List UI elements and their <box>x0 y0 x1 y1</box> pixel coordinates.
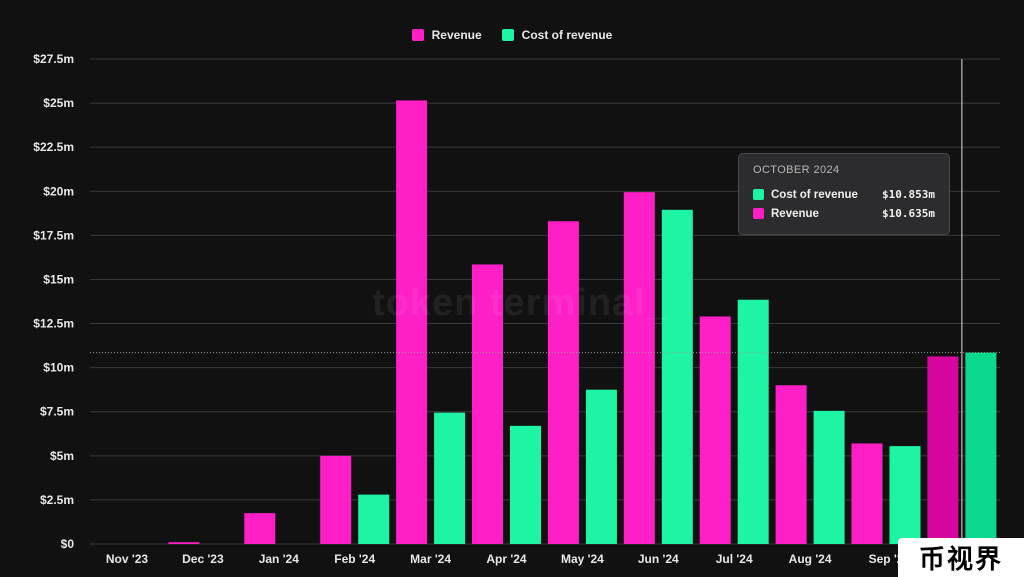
bars <box>168 100 997 545</box>
bar-cost-of-revenue[interactable] <box>358 494 390 544</box>
y-tick-label: $15m <box>43 272 74 286</box>
x-tick-label: Nov '23 <box>106 552 149 566</box>
cost-swatch-icon <box>501 29 514 41</box>
x-tick-label: Jul '24 <box>716 552 753 566</box>
bar-revenue[interactable] <box>851 443 883 544</box>
bar-cost-of-revenue[interactable] <box>585 389 617 544</box>
bar-revenue[interactable] <box>396 100 428 544</box>
tooltip-cost-label: Cost of revenue <box>771 188 858 201</box>
y-tick-label: $7.5m <box>40 405 74 419</box>
chart-tooltip: OCTOBER 2024 Cost of revenue $10.853m Re… <box>738 153 950 235</box>
bar-revenue[interactable] <box>927 356 959 544</box>
bar-cost-of-revenue[interactable] <box>434 412 466 544</box>
cost-swatch-icon <box>753 189 764 200</box>
y-tick-label: $10m <box>43 361 74 375</box>
bar-revenue[interactable] <box>168 542 200 544</box>
x-tick-label: Jan '24 <box>259 552 300 566</box>
tooltip-title: OCTOBER 2024 <box>753 164 840 176</box>
bar-revenue[interactable] <box>623 192 655 544</box>
y-tick-label: $0 <box>61 537 75 551</box>
bar-cost-of-revenue[interactable] <box>813 410 845 544</box>
y-tick-label: $25m <box>43 96 74 110</box>
bar-revenue[interactable] <box>472 264 503 544</box>
legend-revenue-label: Revenue <box>431 28 482 42</box>
bar-cost-of-revenue[interactable] <box>965 352 997 544</box>
y-tick-label: $22.5m <box>33 140 74 154</box>
chart-legend: Revenue Cost of revenue <box>0 28 1024 42</box>
tooltip-revenue-label: Revenue <box>771 207 819 220</box>
x-tick-label: Aug '24 <box>789 552 832 566</box>
y-tick-label: $20m <box>43 184 74 198</box>
x-tick-label: Sep '2 <box>869 552 904 566</box>
legend-cost-label: Cost of revenue <box>521 28 613 42</box>
tooltip-revenue-value: $10.635m <box>882 207 935 220</box>
x-axis-ticks: Nov '23 Dec '23 Jan '24 Feb '24 Mar '24 Apr '… <box>106 552 904 566</box>
tooltip-cost-value: $10.853m <box>882 188 935 201</box>
bar-cost-of-revenue[interactable] <box>661 209 693 545</box>
y-tick-label: $5m <box>50 449 74 463</box>
reference-layer <box>90 59 1000 544</box>
x-tick-label: Feb '24 <box>334 552 375 566</box>
x-tick-label: Apr '24 <box>486 552 527 566</box>
legend-item-revenue[interactable]: Revenue <box>411 28 482 42</box>
tooltip-row-revenue: Revenue $10.635m <box>753 207 935 220</box>
y-tick-label: $17.5m <box>33 228 74 242</box>
bar-revenue[interactable] <box>699 316 731 544</box>
revenue-swatch-icon <box>753 208 764 219</box>
y-tick-label: $12.5m <box>33 317 74 331</box>
x-tick-label: Jun '24 <box>638 552 679 566</box>
bar-cost-of-revenue[interactable] <box>889 446 921 544</box>
grid-lines <box>90 58 1000 545</box>
bar-revenue[interactable] <box>320 455 352 544</box>
bar-revenue[interactable] <box>547 221 579 544</box>
legend-item-cost[interactable]: Cost of revenue <box>501 28 613 42</box>
y-tick-label: $2.5m <box>40 493 74 507</box>
tooltip-row-cost: Cost of revenue $10.853m <box>753 188 935 201</box>
y-axis-ticks: $0 $2.5m $5m $7.5m $10m $12.5m $15m $17.5m $20m $… <box>33 52 74 551</box>
x-tick-label: Mar '24 <box>410 552 451 566</box>
brand-badge: 币视界 <box>898 538 1024 577</box>
bar-revenue[interactable] <box>244 513 276 544</box>
revenue-swatch-icon <box>411 29 424 41</box>
bar-cost-of-revenue[interactable] <box>737 299 769 544</box>
x-tick-label: Dec '23 <box>182 552 224 566</box>
y-tick-label: $27.5m <box>33 52 74 66</box>
bar-cost-of-revenue[interactable] <box>510 425 541 544</box>
bar-revenue[interactable] <box>775 385 807 544</box>
x-tick-label: May '24 <box>561 552 604 566</box>
